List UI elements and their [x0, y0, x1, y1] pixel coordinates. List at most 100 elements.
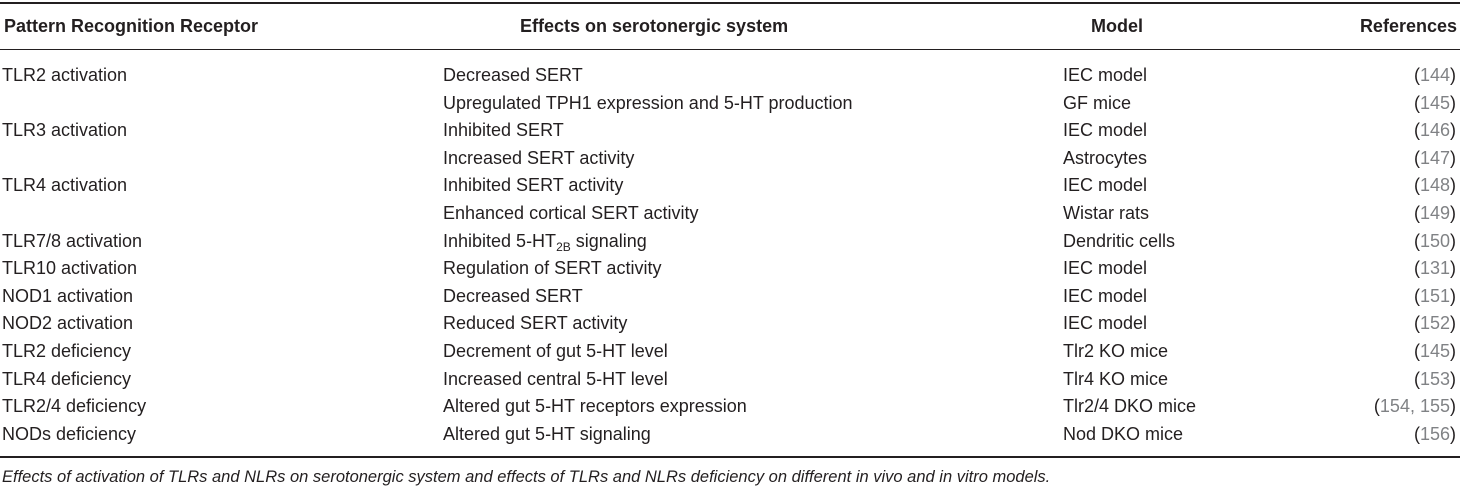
reference-paren: (: [1413, 341, 1420, 361]
effect-cell: Decreased SERT: [443, 286, 583, 306]
reference-paren: ): [1450, 65, 1456, 85]
model-cell: Tlr4 KO mice: [1063, 369, 1169, 389]
model-cell: GF mice: [1063, 93, 1132, 113]
reference-cell: (145): [1414, 339, 1456, 363]
model-cell: IEC model: [1063, 258, 1148, 278]
reference-paren: ): [1450, 93, 1456, 113]
reference-cell: (152): [1414, 311, 1456, 335]
effect-cell: Decreased SERT: [443, 65, 583, 85]
model-cell: Astrocytes: [1063, 148, 1148, 168]
reference-paren: ): [1450, 424, 1456, 444]
reference-paren: (: [1413, 120, 1420, 140]
receptor-cell: TLR2 deficiency: [2, 341, 132, 361]
reference-paren: (: [1413, 93, 1420, 113]
effect-cell: Inhibited SERT: [443, 120, 564, 140]
reference-link[interactable]: 145: [1419, 93, 1450, 113]
effect-text: signaling: [570, 231, 647, 251]
reference-paren: (: [1413, 175, 1420, 195]
header-model: Model: [1091, 16, 1143, 36]
reference-cell: (144): [1414, 63, 1456, 87]
effect-cell: Decrement of gut 5-HT level: [443, 341, 668, 361]
reference-cell: (131): [1414, 256, 1456, 280]
receptor-cell: TLR4 deficiency: [2, 369, 132, 389]
reference-paren: (: [1413, 203, 1420, 223]
reference-paren: (: [1413, 258, 1420, 278]
reference-paren: ): [1450, 286, 1456, 306]
receptor-cell: TLR7/8 activation: [2, 231, 143, 251]
reference-paren: ): [1450, 258, 1456, 278]
reference-cell: (151): [1414, 284, 1456, 308]
reference-cell: (154, 155): [1374, 394, 1456, 418]
reference-cell: (156): [1414, 422, 1456, 446]
reference-cell: (145): [1414, 91, 1456, 115]
reference-link[interactable]: 147: [1419, 148, 1450, 168]
receptor-cell: NODs deficiency: [2, 424, 137, 444]
reference-paren: (: [1413, 286, 1420, 306]
reference-cell: (149): [1414, 201, 1456, 225]
reference-cell: (146): [1414, 118, 1456, 142]
receptor-cell: TLR2/4 deficiency: [2, 396, 147, 416]
header-effects: Effects on serotonergic system: [520, 16, 789, 36]
reference-paren: ): [1450, 203, 1456, 223]
effect-cell: Increased central 5-HT level: [443, 369, 668, 389]
effect-cell: Increased SERT activity: [443, 148, 635, 168]
reference-link[interactable]: 148: [1419, 175, 1450, 195]
reference-cell: (147): [1414, 146, 1456, 170]
reference-paren: (: [1413, 369, 1420, 389]
reference-link[interactable]: 153: [1419, 369, 1450, 389]
reference-paren: ): [1450, 148, 1456, 168]
reference-link[interactable]: 156: [1419, 424, 1450, 444]
effect-cell: Altered gut 5-HT receptors expression: [443, 396, 747, 416]
model-cell: IEC model: [1063, 313, 1148, 333]
receptor-cell: TLR4 activation: [2, 175, 128, 195]
reference-paren: ): [1450, 175, 1456, 195]
reference-cell: (153): [1414, 367, 1456, 391]
reference-link[interactable]: 145: [1419, 341, 1450, 361]
header-receptor: Pattern Recognition Receptor: [4, 16, 259, 36]
table-header-rule: [0, 49, 1460, 50]
reference-link[interactable]: 150: [1419, 231, 1450, 251]
table-caption: Effects of activation of TLRs and NLRs o…: [2, 468, 1051, 486]
model-cell: Dendritic cells: [1063, 231, 1176, 251]
receptor-cell: TLR10 activation: [2, 258, 138, 278]
reference-paren: ): [1450, 341, 1456, 361]
effect-cell: Upregulated TPH1 expression and 5-HT pro…: [443, 93, 853, 113]
reference-paren: ): [1450, 369, 1456, 389]
reference-link[interactable]: 151: [1419, 286, 1450, 306]
model-cell: Nod DKO mice: [1063, 424, 1184, 444]
model-cell: IEC model: [1063, 65, 1148, 85]
reference-paren: ): [1450, 396, 1456, 416]
effect-subscript: 2B: [556, 240, 571, 254]
reference-link[interactable]: 152: [1419, 313, 1450, 333]
model-cell: Wistar rats: [1063, 203, 1150, 223]
reference-cell: (148): [1414, 173, 1456, 197]
reference-link[interactable]: 144: [1419, 65, 1450, 85]
effect-cell: Altered gut 5-HT signaling: [443, 424, 651, 444]
reference-link[interactable]: 146: [1419, 120, 1450, 140]
reference-paren: (: [1413, 148, 1420, 168]
reference-cell: (150): [1414, 229, 1456, 253]
header-references: References: [1359, 16, 1457, 36]
model-cell: IEC model: [1063, 286, 1148, 306]
reference-paren: (: [1413, 65, 1420, 85]
reference-link[interactable]: 149: [1419, 203, 1450, 223]
receptor-cell: NOD1 activation: [2, 286, 134, 306]
reference-paren: (: [1413, 424, 1420, 444]
reference-link[interactable]: 154, 155: [1379, 396, 1450, 416]
effect-cell: Regulation of SERT activity: [443, 258, 662, 278]
reference-paren: (: [1413, 313, 1420, 333]
reference-link[interactable]: 131: [1419, 258, 1450, 278]
model-cell: IEC model: [1063, 120, 1148, 140]
model-cell: Tlr2 KO mice: [1063, 341, 1169, 361]
receptor-cell: NOD2 activation: [2, 313, 134, 333]
reference-paren: (: [1373, 396, 1380, 416]
effect-text: Inhibited 5-HT: [443, 231, 557, 251]
effect-cell: Enhanced cortical SERT activity: [443, 203, 699, 223]
reference-paren: ): [1450, 120, 1456, 140]
reference-paren: ): [1450, 313, 1456, 333]
table-bottom-rule: [0, 456, 1460, 458]
model-cell: Tlr2/4 DKO mice: [1063, 396, 1197, 416]
effect-cell: Inhibited SERT activity: [443, 175, 624, 195]
reference-paren: (: [1413, 231, 1420, 251]
